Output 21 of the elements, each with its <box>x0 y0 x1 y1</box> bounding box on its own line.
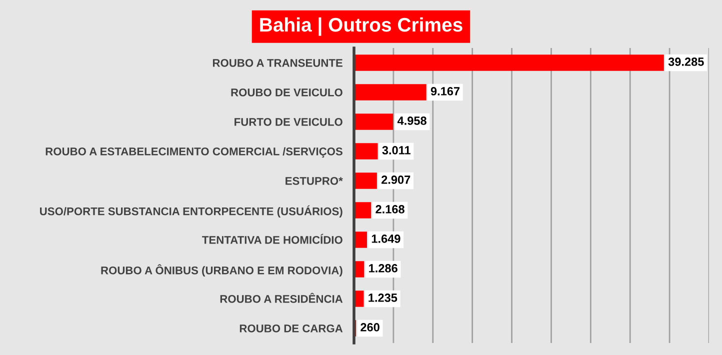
data-label: 3.011 <box>382 146 410 154</box>
y-tick-label: ROUBO A ESTABELECIMENTO COMERCIAL /SERVIÇOS <box>46 147 342 158</box>
y-tick-label: FURTO DE VEICULO <box>234 118 342 126</box>
data-label: 1.235 <box>368 294 398 302</box>
y-tick-label: ESTUPRO* <box>286 177 343 185</box>
y-tick-label: ROUBO A ÔNIBUS (URBANO E EM RODOVIA) <box>101 264 342 277</box>
data-label: 39.285 <box>668 58 704 66</box>
data-label: 2.907 <box>382 176 410 184</box>
y-tick-label: ROUBO A RESIDÊNCIA <box>220 292 343 303</box>
data-label: 2.168 <box>376 205 404 214</box>
y-tick-label: ROUBO A TRANSEUNTE <box>212 59 342 67</box>
y-tick-label: ROUBO DE VEICULO <box>231 88 342 96</box>
y-tick-label: TENTATIVA DE HOMICÍDIO <box>202 234 342 244</box>
data-label: 1.286 <box>369 264 398 272</box>
chart-title: Bahia | Outros Crimes <box>260 17 462 36</box>
data-label: 1.649 <box>372 234 400 243</box>
data-label: 260 <box>360 323 380 332</box>
y-tick-label: USO/PORTE SUBSTANCIA ENTORPECENTE (USUÁRIOS) <box>40 205 342 218</box>
data-label: 4.958 <box>397 116 426 125</box>
y-tick-label: ROUBO DE CARGA <box>240 324 343 332</box>
data-label: 9.167 <box>430 87 460 96</box>
